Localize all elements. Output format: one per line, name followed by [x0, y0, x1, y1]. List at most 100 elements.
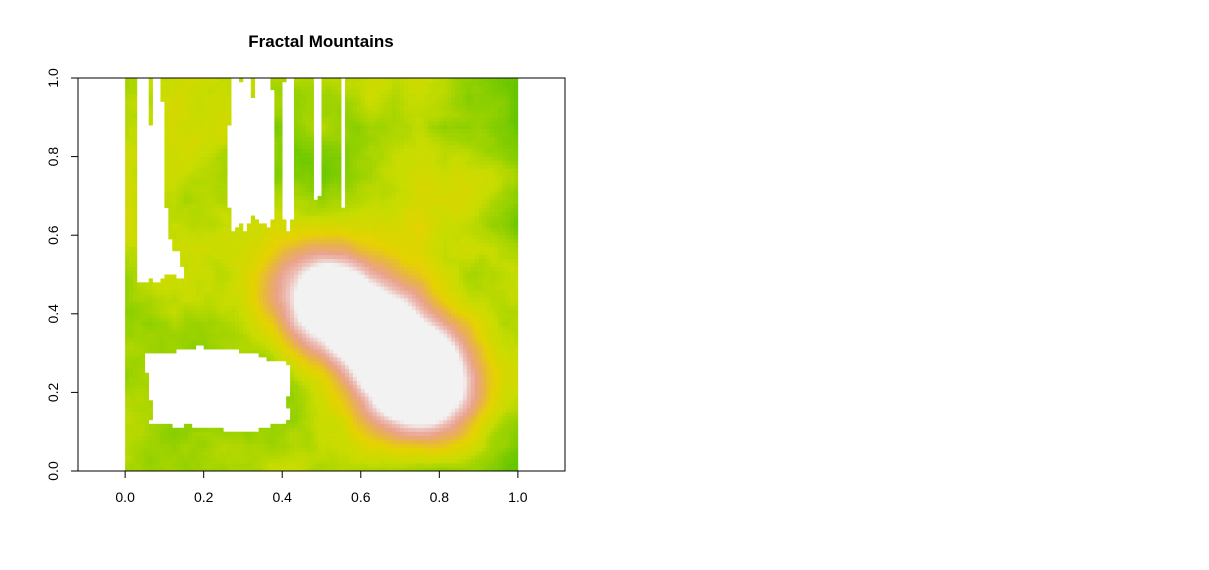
heatmap-cell — [180, 459, 185, 464]
heatmap-cell — [160, 298, 165, 303]
heatmap-cell — [305, 156, 311, 161]
heatmap-cell — [199, 337, 204, 342]
heatmap-cell — [125, 176, 130, 181]
heatmap-cell — [337, 380, 342, 385]
heatmap-cell — [223, 184, 228, 189]
heatmap-cell — [376, 160, 381, 165]
heatmap-cell — [195, 467, 201, 472]
heatmap-cell — [348, 239, 354, 244]
heatmap-cell — [368, 121, 373, 126]
heatmap-cell — [231, 431, 236, 436]
heatmap-cell — [136, 431, 142, 436]
heatmap-cell — [282, 337, 287, 342]
heatmap-cell — [125, 140, 130, 146]
heatmap-cell — [242, 309, 248, 315]
heatmap-cell — [301, 459, 307, 464]
heatmap-cell — [172, 435, 177, 440]
heatmap-cell — [380, 184, 385, 189]
heatmap-cell — [325, 199, 330, 205]
heatmap-cell — [329, 372, 334, 377]
heatmap-cell — [368, 164, 373, 169]
heatmap-cell — [380, 443, 385, 448]
heatmap-cell — [348, 176, 354, 181]
heatmap-cell — [211, 136, 216, 142]
heatmap-cell — [278, 85, 283, 91]
heatmap-cell — [172, 195, 177, 201]
heatmap-cell — [156, 325, 161, 330]
heatmap-cell — [191, 133, 197, 138]
heatmap-cell — [129, 223, 134, 228]
heatmap-cell — [360, 262, 365, 267]
heatmap-cell — [356, 133, 362, 138]
heatmap-cell — [301, 341, 307, 346]
heatmap-cell — [290, 345, 295, 350]
heatmap-cell — [360, 384, 365, 389]
heatmap-cell — [203, 463, 208, 468]
heatmap-cell — [309, 294, 314, 299]
heatmap-cell — [187, 443, 193, 448]
heatmap-cell — [246, 317, 252, 322]
heatmap-cell — [129, 215, 134, 220]
heatmap-cell — [297, 337, 303, 342]
heatmap-cell — [270, 443, 275, 448]
heatmap-cell — [148, 435, 153, 440]
heatmap-cell — [294, 211, 299, 216]
heatmap-cell — [262, 231, 267, 236]
heatmap-cell — [356, 250, 362, 256]
heatmap-cell — [329, 451, 334, 456]
heatmap-cell — [348, 195, 354, 201]
heatmap-cell — [313, 254, 318, 260]
heatmap-cell — [156, 298, 161, 303]
heatmap-cell — [195, 97, 201, 102]
heatmap-cell — [352, 140, 358, 146]
heatmap-cell — [278, 443, 283, 448]
heatmap-cell — [376, 443, 381, 448]
heatmap-cell — [294, 168, 299, 173]
heatmap-cell — [356, 215, 362, 220]
heatmap-cell — [356, 290, 362, 295]
heatmap-cell — [301, 97, 307, 102]
heatmap-cell — [305, 439, 311, 444]
heatmap-cell — [262, 286, 267, 291]
heatmap-cell — [148, 431, 153, 436]
heatmap-cell — [356, 380, 362, 385]
heatmap-cell — [348, 349, 354, 354]
heatmap-cell — [168, 168, 173, 173]
heatmap-cell — [219, 144, 224, 150]
heatmap-cell — [144, 439, 149, 444]
heatmap-cell — [297, 380, 303, 385]
heatmap-cell — [372, 321, 377, 326]
heatmap-cell — [227, 117, 232, 122]
heatmap-cell — [180, 121, 185, 126]
heatmap-cell — [294, 274, 299, 279]
heatmap-cell — [258, 243, 263, 248]
heatmap-cell — [313, 423, 318, 429]
heatmap-cell — [333, 184, 338, 189]
heatmap-cell — [309, 180, 314, 185]
heatmap-cell — [337, 109, 342, 114]
heatmap-cell — [180, 313, 185, 319]
heatmap-cell — [258, 227, 263, 232]
heatmap-cell — [223, 305, 228, 311]
heatmap-cell — [309, 290, 314, 295]
heatmap-cell — [313, 400, 318, 405]
heatmap-cell — [207, 85, 212, 91]
heatmap-cell — [325, 408, 330, 413]
heatmap-cell — [329, 415, 334, 421]
heatmap-cell — [180, 235, 185, 240]
heatmap-cell — [219, 223, 224, 228]
heatmap-cell — [360, 368, 365, 374]
heatmap-cell — [376, 129, 381, 134]
heatmap-cell — [199, 266, 204, 271]
heatmap-cell — [364, 467, 369, 472]
heatmap-cell — [195, 144, 201, 150]
heatmap-cell — [380, 463, 385, 468]
heatmap-cell — [380, 133, 385, 138]
heatmap-cell — [376, 404, 381, 409]
heatmap-cell — [333, 286, 338, 291]
heatmap-cell — [352, 408, 358, 413]
heatmap-cell — [345, 176, 350, 181]
heatmap-cell — [356, 121, 362, 126]
heatmap-cell — [250, 349, 256, 354]
heatmap-cell — [223, 144, 228, 150]
